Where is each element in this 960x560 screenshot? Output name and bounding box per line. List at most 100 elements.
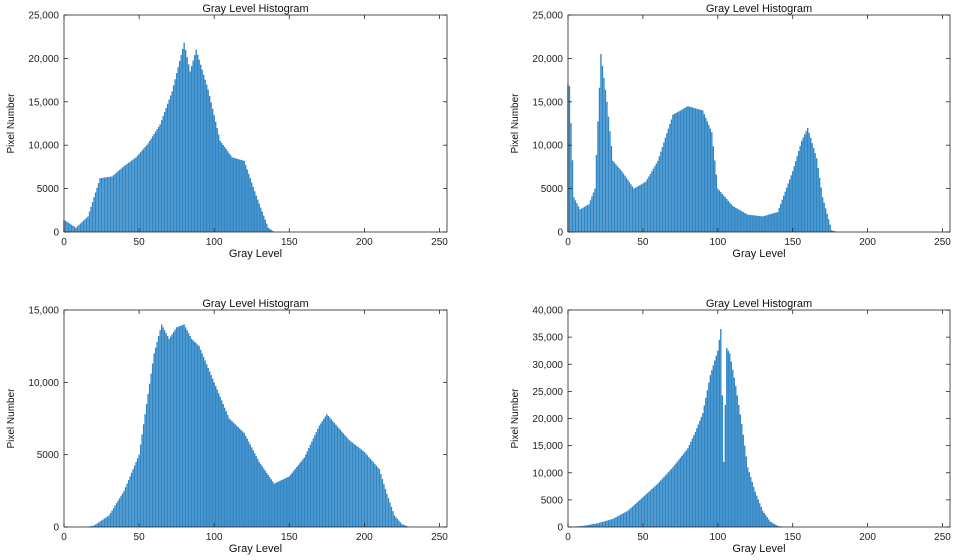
histogram-bar xyxy=(756,495,758,527)
histogram-bar xyxy=(576,203,578,232)
histogram-bar xyxy=(275,482,277,527)
histogram-bar xyxy=(180,325,182,527)
histogram-bar xyxy=(591,524,593,527)
histogram-bar xyxy=(115,503,118,527)
histogram-bar xyxy=(127,479,130,527)
histogram-bar xyxy=(227,151,229,232)
histogram-bar xyxy=(228,418,230,527)
histogram-bar xyxy=(753,215,755,232)
histogram-bar xyxy=(312,438,315,527)
histogram-bar xyxy=(769,214,771,232)
histogram-bar xyxy=(299,463,301,527)
histogram-bar xyxy=(76,226,79,232)
histogram-bar xyxy=(123,166,125,232)
histogram-bar xyxy=(132,159,134,232)
histogram-bar xyxy=(192,60,194,232)
histogram-bar xyxy=(742,212,744,232)
histogram-bar xyxy=(189,71,191,232)
y-tick-label: 5000 xyxy=(37,450,60,461)
histogram-bar xyxy=(174,79,176,232)
x-tick-label: 0 xyxy=(61,237,67,248)
histogram-bar xyxy=(240,430,242,527)
histogram-bar xyxy=(630,508,632,527)
histogram-bar xyxy=(195,49,197,232)
histogram-bar xyxy=(405,525,408,527)
histogram-bar xyxy=(624,512,626,527)
histogram-bar xyxy=(363,451,366,527)
histogram-bar xyxy=(634,187,637,232)
histogram-bar xyxy=(157,126,160,232)
histogram-bar xyxy=(257,199,259,232)
histogram-bar xyxy=(679,110,682,232)
histogram-bar xyxy=(270,229,272,232)
histogram-bar xyxy=(753,486,755,527)
histogram-bar xyxy=(297,465,299,527)
histogram-bar xyxy=(246,169,248,232)
histogram-bar xyxy=(751,481,753,527)
histogram-bar xyxy=(595,154,598,232)
histogram-bar xyxy=(670,468,673,527)
histogram-bar xyxy=(748,472,750,527)
histogram-bar xyxy=(231,157,233,232)
histogram-panel-4: 0 50 100 150 200 250 0 5000 10,000 15,000 20,000 25… xyxy=(510,298,951,555)
histogram-bar xyxy=(621,513,623,527)
histogram-bar xyxy=(156,129,158,232)
histogram-bar xyxy=(136,458,139,527)
histogram-bar xyxy=(264,470,266,527)
histogram-bar xyxy=(726,199,728,232)
histogram-bar xyxy=(266,223,268,232)
histogram-bar xyxy=(336,426,339,527)
histogram-bar xyxy=(696,428,698,527)
histogram-bar xyxy=(387,498,390,527)
histogram-bar xyxy=(258,461,260,527)
histogram-bar xyxy=(395,517,397,527)
histogram-bar xyxy=(278,481,280,527)
histogram-bar xyxy=(184,49,187,232)
histogram-bar xyxy=(354,444,357,527)
histogram-bar xyxy=(583,525,586,527)
histogram-bar xyxy=(768,519,770,527)
histogram-bar xyxy=(263,468,265,527)
histogram-bar xyxy=(642,497,644,527)
histogram-bar xyxy=(78,224,80,232)
histogram-bar xyxy=(634,503,637,527)
y-tick-label: 15,000 xyxy=(532,441,563,452)
histogram-bar xyxy=(818,177,821,232)
histogram-bar xyxy=(663,477,665,527)
histogram-panel-2: 0 50 100 150 200 250 0 5000 10,000 15,000 20,000 25… xyxy=(510,3,951,260)
y-tick-label: 35,000 xyxy=(532,333,563,344)
histogram-bar xyxy=(151,136,154,232)
histogram-bar xyxy=(678,459,680,527)
histogram-bar xyxy=(732,369,734,527)
histogram-bar xyxy=(350,441,352,527)
histogram-bar xyxy=(70,224,73,232)
histogram-bar xyxy=(287,477,289,527)
histogram-bar xyxy=(133,158,136,232)
histogram-bar xyxy=(652,168,655,232)
histogram-bar xyxy=(618,167,620,232)
histogram-bar xyxy=(580,208,583,232)
histogram-bar xyxy=(153,133,155,232)
histogram-bar xyxy=(267,474,269,527)
histogram-bar xyxy=(579,526,581,527)
histogram-bar xyxy=(72,225,74,232)
x-tick-label: 150 xyxy=(784,237,801,248)
histogram-bar xyxy=(166,103,169,232)
histogram-bar xyxy=(717,350,719,527)
y-tick-label: 25,000 xyxy=(532,387,563,398)
histogram-bar xyxy=(169,336,172,527)
histogram-bar xyxy=(374,463,376,527)
histogram-bar xyxy=(108,515,110,527)
histogram-bar xyxy=(639,499,641,528)
y-tick-label: 5000 xyxy=(37,184,60,195)
histogram-bar xyxy=(568,86,571,233)
histogram-bar xyxy=(300,461,302,527)
histogram-bar xyxy=(263,215,265,232)
histogram-bar xyxy=(193,341,196,527)
histogram-bar xyxy=(824,208,827,232)
histogram-bar xyxy=(148,141,151,232)
histogram-bar xyxy=(357,447,360,527)
histogram-bar xyxy=(96,523,98,527)
